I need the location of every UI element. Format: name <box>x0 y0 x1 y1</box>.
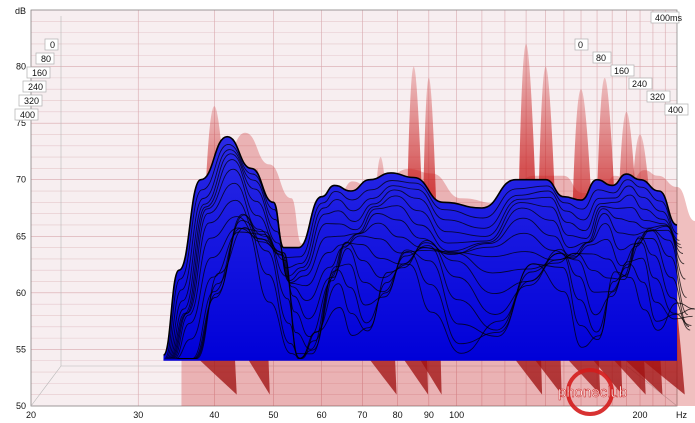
time-tick-right: 80 <box>596 53 606 63</box>
axis-labels: 50 55 60 65 70 75 80 dB 20 30 40 50 60 70 80 90 100 200 Hz… <box>14 6 689 420</box>
time-tick-left: 240 <box>28 82 43 92</box>
waterfall-slice-line <box>181 226 695 359</box>
time-tick-right: 0 <box>578 40 583 50</box>
time-tag-box-right <box>592 51 612 64</box>
time-tag-box-right <box>664 103 689 116</box>
time-tag-box-right <box>574 38 589 51</box>
time-tick-right: 240 <box>632 79 647 89</box>
waterfall-slice-line <box>170 182 685 359</box>
x-tick-label: 40 <box>209 410 219 420</box>
watermark-text: phoneclub <box>558 384 627 401</box>
time-tag-box-right <box>610 64 635 77</box>
watermark: phoneclub <box>558 368 627 416</box>
time-tick-right: 400 <box>668 105 683 115</box>
plot-frame <box>30 9 678 407</box>
time-tag-box-left <box>14 108 39 121</box>
time-tag-box-right <box>628 77 653 90</box>
y-tick-label: 55 <box>16 344 26 354</box>
waterfall-slice-line <box>171 199 686 359</box>
x-tick-label: 50 <box>268 410 278 420</box>
waterfall-slice-line <box>180 214 694 359</box>
time-tag-box-left <box>35 52 55 65</box>
waterfall-slice-line <box>164 143 679 359</box>
waterfall-slice-line <box>175 231 690 359</box>
x-tick-label: 200 <box>633 410 648 420</box>
waterfall-slice-line <box>168 159 682 359</box>
time-tick-left: 160 <box>32 68 47 78</box>
time-tick-right: 160 <box>614 66 629 76</box>
x-tick-label: 20 <box>26 410 36 420</box>
waterfall-slice-line <box>165 149 680 359</box>
y-axis-label: dB <box>15 6 26 16</box>
watermark-logo-ring <box>566 368 614 416</box>
y-tick-label: 60 <box>16 288 26 298</box>
x-tick-label: 70 <box>357 410 367 420</box>
time-tag-box-left <box>44 38 59 51</box>
waterfall-slice-line <box>169 168 684 359</box>
x-tick-label: 80 <box>393 410 403 420</box>
time-axis-label: 400ms <box>655 13 683 23</box>
y-tick-label: 50 <box>16 401 26 411</box>
waterfall-top-edge <box>162 135 678 356</box>
depth-edge-left <box>30 365 62 407</box>
waterfall-slices <box>162 135 695 359</box>
y-tick-label: 65 <box>16 231 26 241</box>
time-tag-box-left <box>18 94 43 107</box>
time-tick-right: 320 <box>650 92 665 102</box>
waterfall-slice-line <box>174 227 689 359</box>
x-unit-label: Hz <box>676 410 687 420</box>
time-tick-left: 400 <box>20 110 35 120</box>
x-tick-label: 30 <box>133 410 143 420</box>
x-tick-label: 100 <box>449 410 464 420</box>
time-tag-box-left <box>22 80 47 93</box>
time-tag-box-left <box>26 66 51 79</box>
time-tick-left: 320 <box>24 96 39 106</box>
y-tick-label: 70 <box>16 175 26 185</box>
time-tick-left: 0 <box>50 40 55 50</box>
time-tag-box-right <box>646 90 671 103</box>
waterfall-slice-line <box>166 153 681 359</box>
x-tick-label: 60 <box>317 410 327 420</box>
y-tick-label: 80 <box>16 62 26 72</box>
x-tick-label: 90 <box>424 410 434 420</box>
time-axis-box <box>650 11 680 24</box>
y-tick-label: 75 <box>16 118 26 128</box>
time-tick-left: 80 <box>41 54 51 64</box>
